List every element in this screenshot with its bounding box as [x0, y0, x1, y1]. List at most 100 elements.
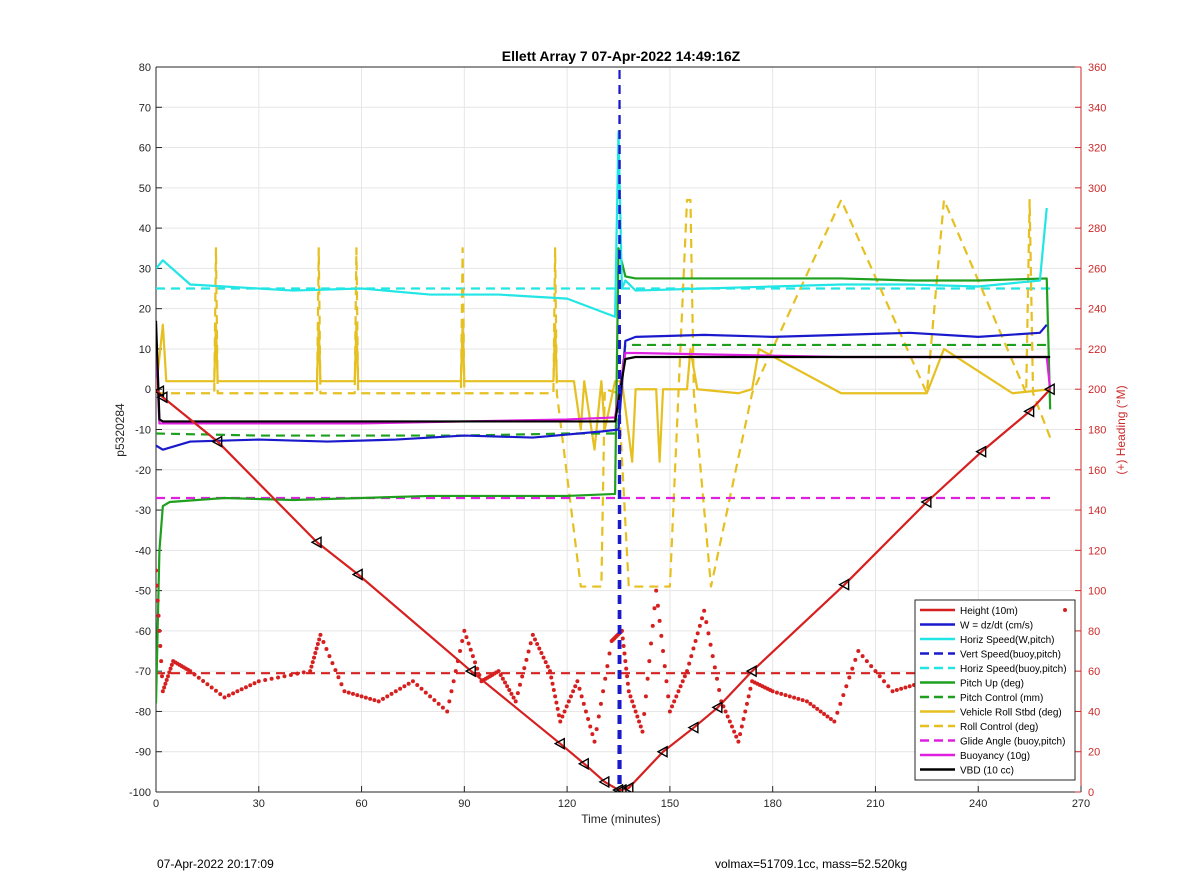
- y2-tick-label: 240: [1088, 304, 1106, 316]
- heading-m-point: [532, 637, 537, 642]
- heading-m-point: [804, 699, 809, 704]
- heading-m-point: [682, 674, 687, 679]
- heading-m-point: [796, 696, 801, 701]
- heading-m-point: [828, 716, 833, 721]
- heading-m-point: [890, 689, 895, 694]
- height-marker: [553, 737, 565, 750]
- heading-m-point: [702, 608, 707, 613]
- heading-m-point: [440, 705, 445, 710]
- series-layer: [156, 67, 1052, 792]
- heading-m-point: [156, 598, 160, 603]
- heading-m-point: [674, 694, 679, 699]
- heading-m-point: [406, 681, 411, 686]
- heading-m-point: [513, 699, 518, 704]
- y-tick-label: 50: [139, 183, 151, 195]
- heading-m-point: [453, 669, 458, 674]
- vbd-10-cc-line: [156, 320, 1051, 423]
- heading-m-point: [808, 701, 813, 706]
- heading-m-point: [792, 695, 797, 700]
- heading-m-point: [555, 706, 560, 711]
- heading-m-point: [308, 669, 313, 674]
- y-tick-label: -100: [129, 787, 151, 799]
- heading-m-point: [647, 659, 652, 664]
- heading-m-point: [243, 685, 248, 690]
- heading-m-point: [562, 709, 567, 714]
- heading-m-point: [695, 631, 700, 636]
- heading-m-point: [324, 647, 329, 652]
- heading-m-point: [385, 694, 390, 699]
- y-tick-label: 30: [139, 263, 151, 275]
- height-marker: [577, 757, 589, 770]
- heading-m-point: [680, 679, 685, 684]
- heading-m-point: [571, 689, 576, 694]
- heading-m-point: [158, 643, 163, 648]
- heading-m-point: [518, 682, 523, 687]
- heading-m-point: [313, 651, 318, 656]
- heading-m-point: [541, 655, 546, 660]
- y2-tick-label: 320: [1088, 143, 1106, 155]
- height-marker: [975, 445, 987, 458]
- heading-m-point: [231, 691, 236, 696]
- heading-m-point: [691, 646, 696, 651]
- heading-m-point: [566, 699, 571, 704]
- heading-m-point: [645, 676, 650, 681]
- heading-m-point: [252, 681, 257, 686]
- heading-m-point: [522, 666, 527, 671]
- heading-m-point: [475, 666, 480, 671]
- y-tick-label: 80: [139, 62, 151, 74]
- heading-m-point: [746, 694, 751, 699]
- legend-label: Horiz Speed(W,pitch): [960, 635, 1054, 646]
- heading-m-point: [877, 674, 882, 679]
- heading-m-point: [168, 666, 173, 671]
- right-axis-label: (+) Heading (°M): [1114, 385, 1128, 474]
- heading-m-point: [654, 588, 659, 593]
- heading-m-point: [376, 699, 381, 704]
- heading-m-point: [537, 646, 542, 651]
- footer-mass-info: volmax=51709.1cc, mass=52.520kg: [715, 857, 908, 871]
- heading-m-point: [601, 689, 606, 694]
- heading-m-point: [511, 695, 516, 700]
- legend-label: Roll Control (deg): [960, 722, 1038, 733]
- vehicle-roll-stbd-deg-line: [156, 323, 1051, 463]
- heading-m-point: [554, 700, 559, 705]
- heading-m-point: [393, 689, 398, 694]
- y2-tick-label: 60: [1088, 666, 1100, 678]
- heading-m-point: [811, 704, 816, 709]
- y2-tick-label: 180: [1088, 425, 1106, 437]
- heading-m-point: [423, 690, 428, 695]
- heading-m-point: [706, 631, 711, 636]
- heading-m-point: [156, 583, 159, 588]
- heading-m-point: [717, 688, 722, 693]
- height-marker: [612, 783, 624, 792]
- heading-m-point: [697, 623, 702, 628]
- y2-tick-label: 300: [1088, 183, 1106, 195]
- heading-m-point: [650, 623, 655, 628]
- heading-m-point: [869, 664, 874, 669]
- heading-m-point: [630, 699, 635, 704]
- heading-m-point: [507, 688, 512, 693]
- heading-m-point: [568, 694, 573, 699]
- height-marker: [211, 435, 223, 448]
- roll-control-deg-line: [156, 198, 1052, 588]
- heading-m-point: [664, 679, 669, 684]
- heading-m-point: [398, 686, 403, 691]
- heading-m-point: [346, 690, 351, 695]
- y2-tick-label: 100: [1088, 586, 1106, 598]
- heading-m-point: [470, 654, 475, 659]
- heading-m-point: [670, 704, 675, 709]
- legend-label: Vert Speed(buoy,pitch): [960, 650, 1061, 661]
- legend: Height (10m) W = dz/dt (cm/s) Horiz Speed(…: [914, 599, 1076, 781]
- x-tick-label: 60: [355, 798, 367, 810]
- height-marker: [351, 568, 363, 581]
- heading-m-point: [729, 724, 734, 729]
- heading-m-point: [583, 709, 588, 714]
- heading-m-point: [535, 641, 540, 646]
- heading-m-point: [543, 660, 548, 665]
- heading-m-point: [787, 694, 792, 699]
- height-marker: [687, 721, 699, 734]
- heading-m-point: [269, 676, 274, 681]
- heading-m-point: [638, 724, 643, 729]
- y2-tick-label: 360: [1088, 62, 1106, 74]
- y-tick-label: 20: [139, 304, 151, 316]
- heading-m-point: [678, 684, 683, 689]
